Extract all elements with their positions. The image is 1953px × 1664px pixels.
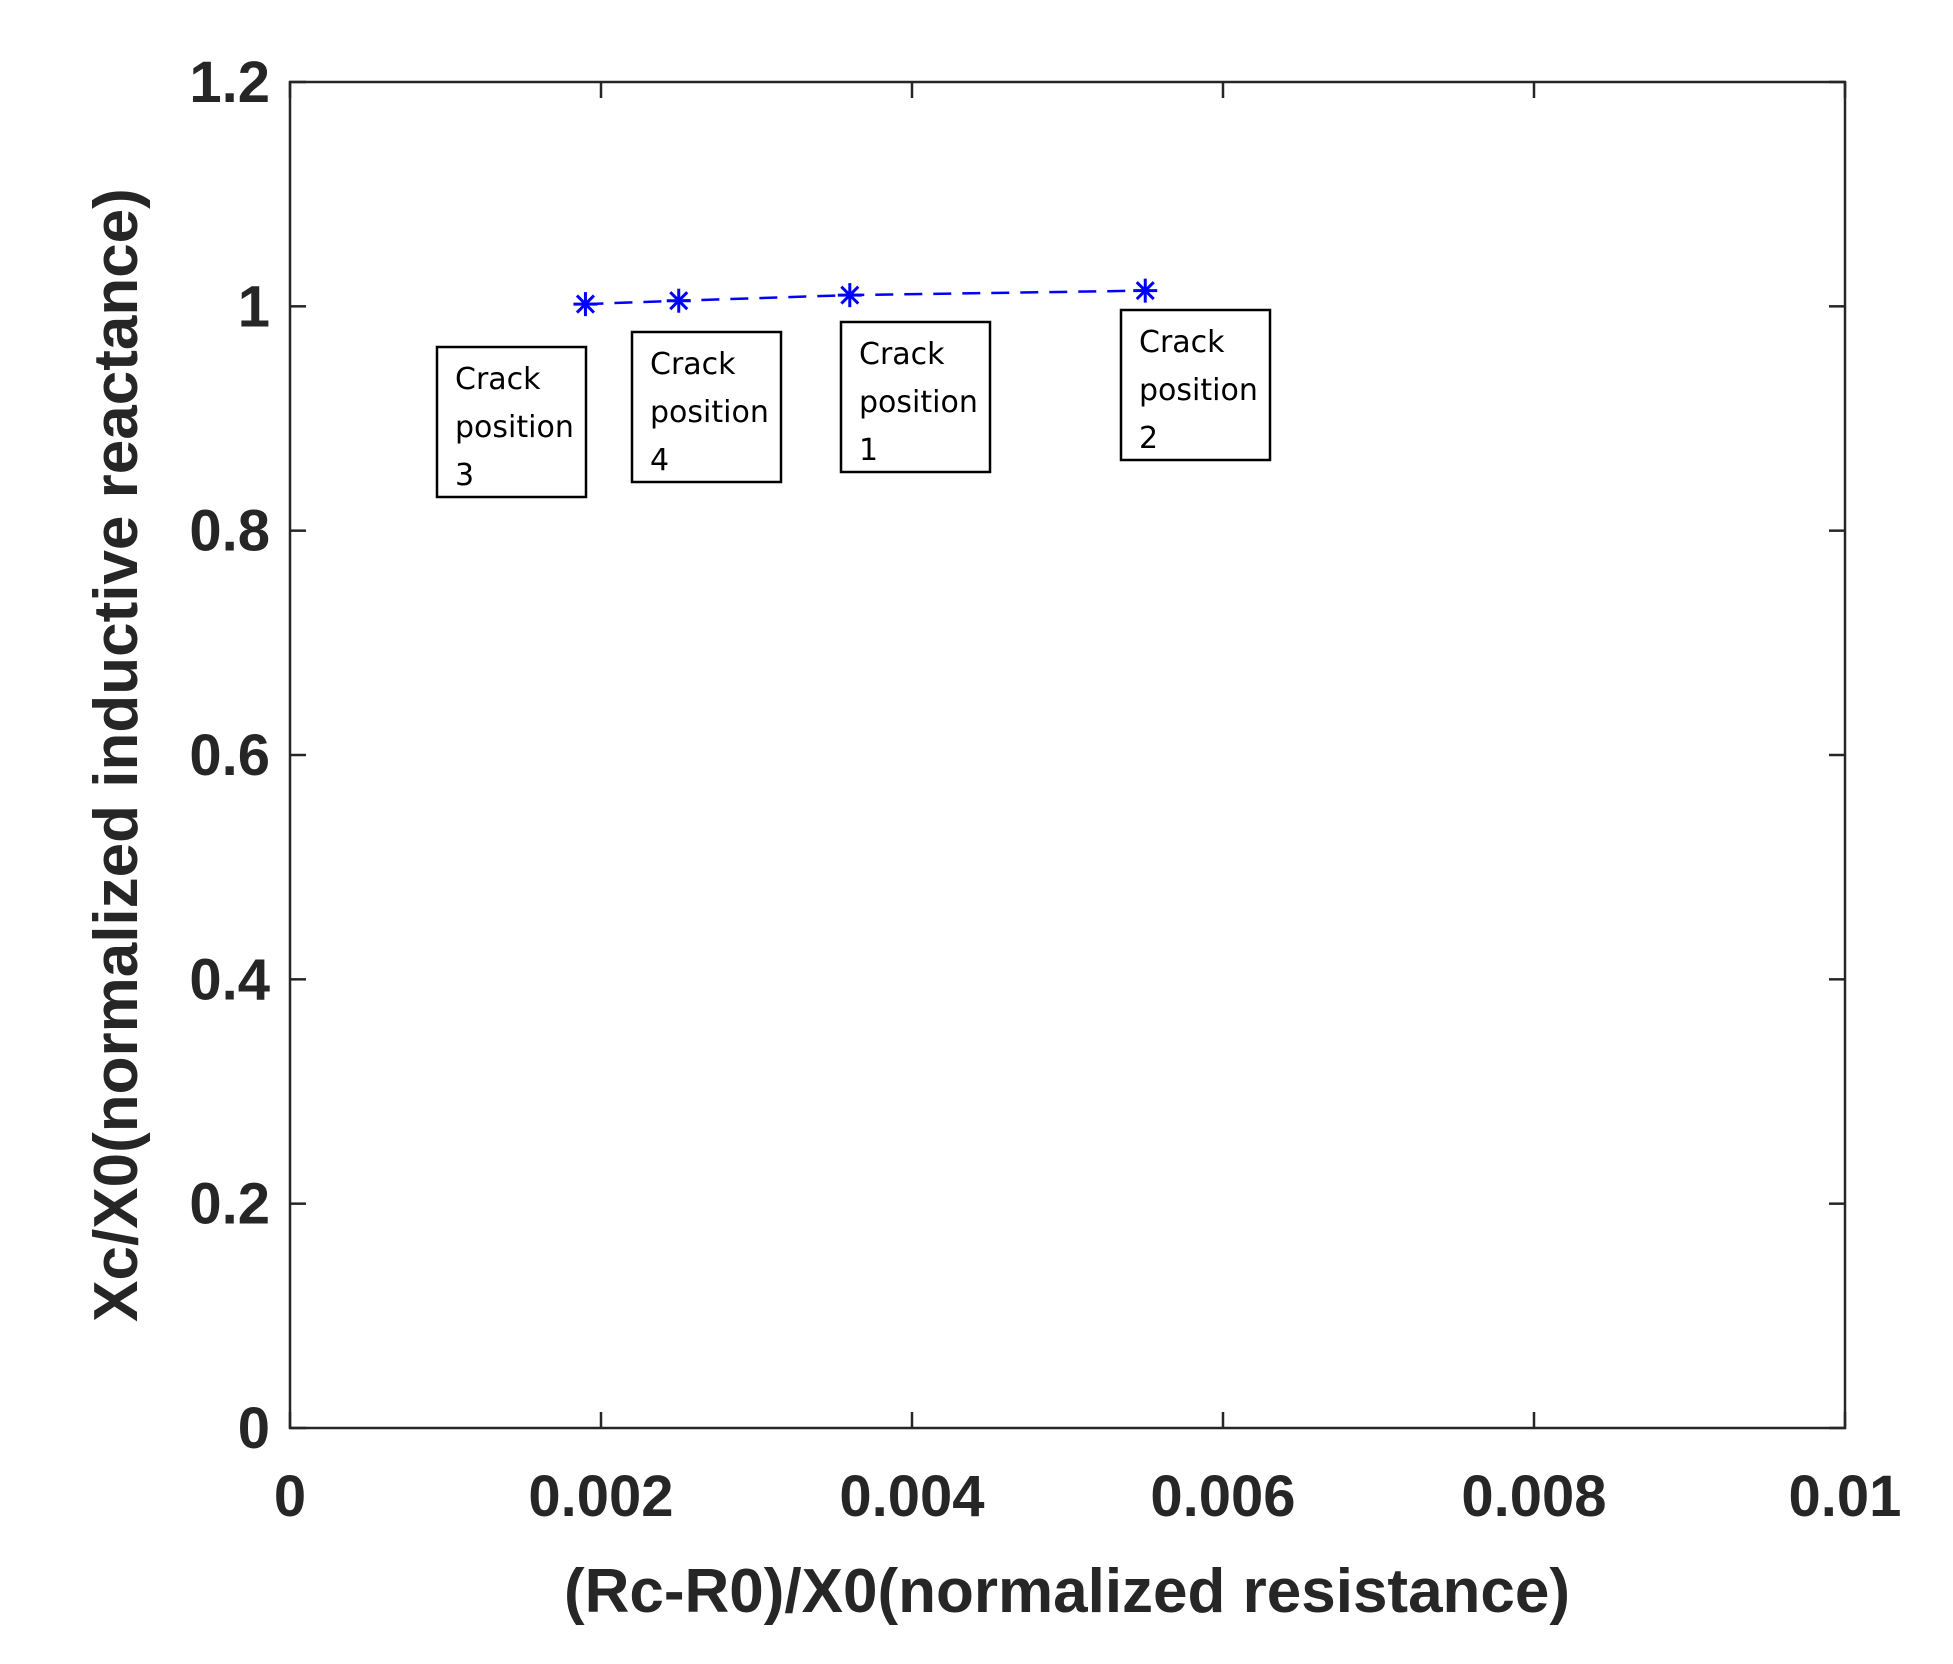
- annotation-layer: Crack position 3 Crack position 4 Crack positio…: [435, 308, 1272, 499]
- x-tick-labels: 0 0.002 0.004 0.006 0.008 0.01: [274, 1464, 1902, 1529]
- y-tick-label: 0.8: [189, 499, 270, 564]
- series-layer: [573, 278, 1158, 317]
- annotation-text-line: Crack: [650, 347, 736, 382]
- data-point-marker: [1133, 278, 1158, 303]
- x-axis-label: (Rc-R0)/X0(normalized resistance): [564, 1557, 1570, 1626]
- annotation-box: Crack position 2: [1119, 308, 1272, 462]
- x-tick-label: 0.008: [1461, 1464, 1606, 1529]
- annotation-text-line: 1: [859, 433, 878, 468]
- annotation-text-line: Crack: [455, 362, 541, 397]
- annotation-box: Crack position 4: [630, 330, 783, 484]
- annotation-box: Crack position 3: [435, 345, 588, 499]
- data-point-marker: [666, 288, 691, 313]
- annotation-text-line: 3: [455, 458, 474, 493]
- x-tick-label: 0.01: [1789, 1464, 1902, 1529]
- data-point-marker: [573, 292, 598, 317]
- series-line: [585, 289, 1146, 306]
- annotation-text-line: Crack: [1139, 325, 1225, 360]
- annotation-text-line: 2: [1139, 421, 1158, 456]
- annotation-text-line: position: [859, 385, 978, 420]
- x-tick-label: 0.004: [839, 1464, 984, 1529]
- annotation-text-line: position: [650, 395, 769, 430]
- x-tick-label: 0: [274, 1464, 306, 1529]
- annotation-text-line: position: [1139, 373, 1258, 408]
- y-tick-labels: 0 0.2 0.4 0.6 0.8 1 1.2: [189, 50, 270, 1461]
- y-tick-label: 0.2: [189, 1172, 270, 1237]
- data-point-marker: [837, 283, 862, 308]
- annotation-text-line: position: [455, 410, 574, 445]
- y-tick-label: 0.4: [189, 947, 270, 1012]
- y-tick-label: 0.6: [189, 723, 270, 788]
- y-tick-label: 1.2: [189, 50, 270, 115]
- annotation-text-line: Crack: [859, 337, 945, 372]
- y-tick-label: 0: [238, 1396, 270, 1461]
- annotation-text-line: 4: [650, 443, 669, 478]
- plot-area-frame: [288, 80, 1847, 1430]
- y-axis-label: Xc/X0(normalized inductive reactance): [82, 188, 151, 1322]
- x-tick-label: 0.006: [1150, 1464, 1295, 1529]
- x-tick-label: 0.002: [528, 1464, 673, 1529]
- annotation-box: Crack position 1: [839, 320, 992, 474]
- y-tick-label: 1: [238, 274, 270, 339]
